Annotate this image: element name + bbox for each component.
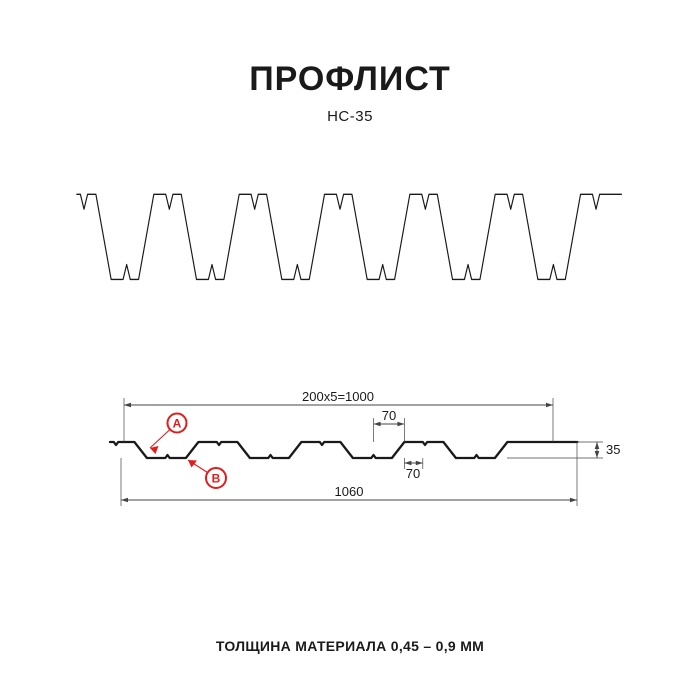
- svg-text:1060: 1060: [335, 484, 364, 499]
- svg-text:A: A: [173, 417, 182, 431]
- svg-text:200x5=1000: 200x5=1000: [302, 389, 374, 404]
- svg-text:B: B: [212, 472, 221, 486]
- svg-text:70: 70: [382, 408, 396, 423]
- svg-text:70: 70: [406, 466, 420, 481]
- svg-text:35: 35: [606, 442, 620, 457]
